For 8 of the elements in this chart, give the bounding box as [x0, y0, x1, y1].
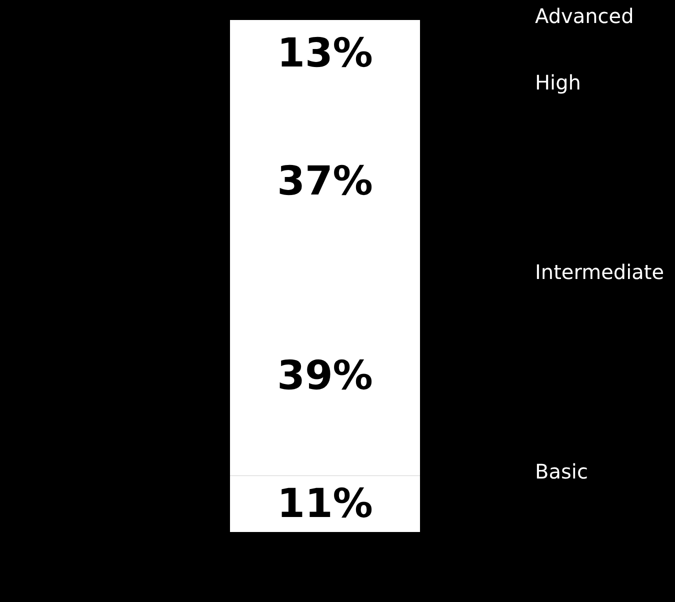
data-label: 39% — [277, 352, 373, 399]
text: High — [535, 70, 581, 95]
text: Advanced — [535, 4, 634, 28]
text: Intermediate — [535, 260, 664, 284]
data-label: 37% — [277, 158, 373, 204]
text: Basic — [535, 460, 588, 484]
data-label: 13% — [277, 30, 373, 76]
data-label: 11% — [277, 480, 373, 527]
